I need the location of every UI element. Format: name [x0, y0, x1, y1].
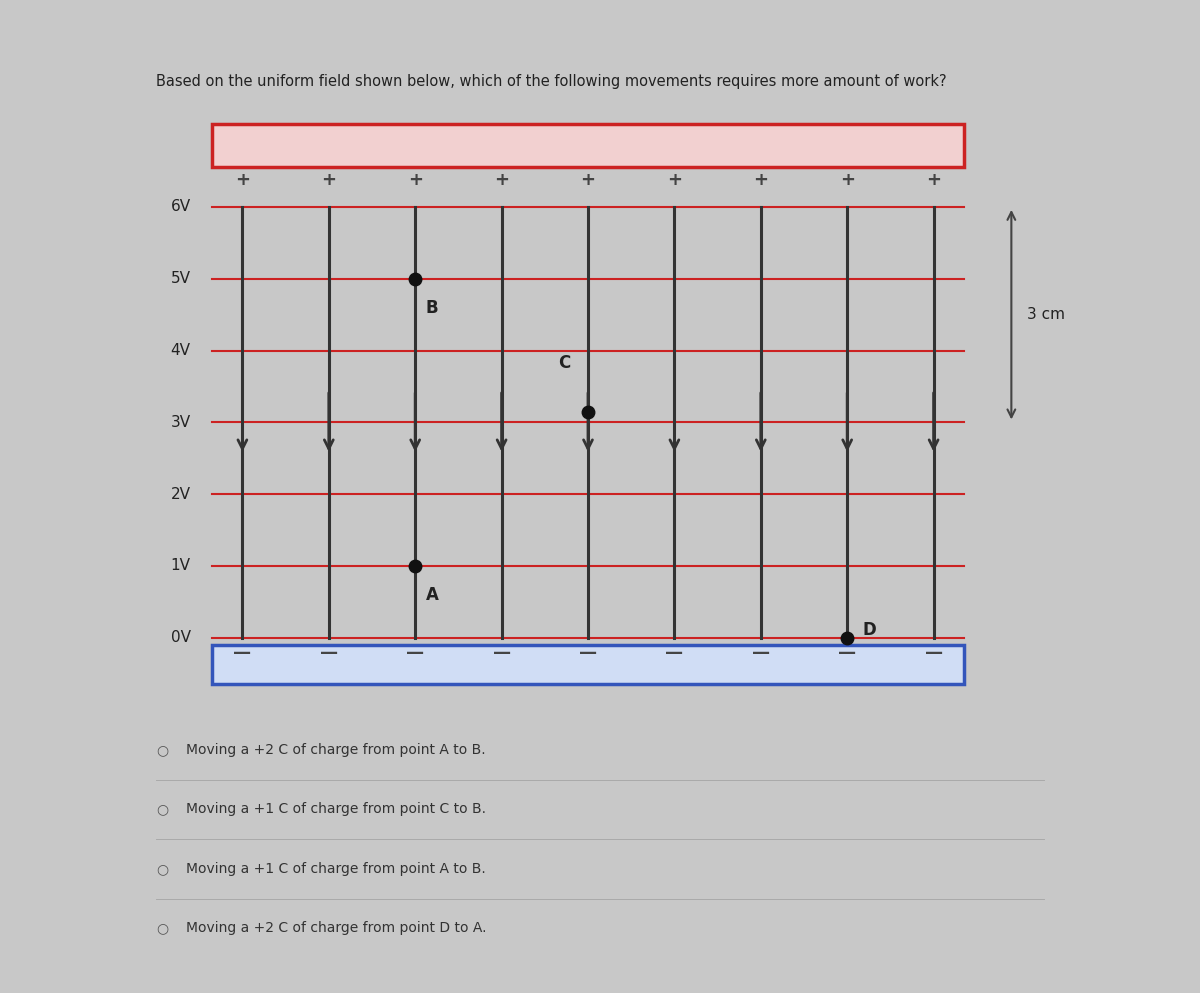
- Text: A: A: [426, 586, 438, 604]
- Text: ○: ○: [156, 922, 168, 935]
- Text: —: —: [838, 644, 857, 662]
- Text: —: —: [751, 644, 770, 662]
- Text: 3V: 3V: [170, 415, 191, 430]
- Text: —: —: [406, 644, 425, 662]
- Text: ○: ○: [156, 802, 168, 816]
- Text: —: —: [665, 644, 684, 662]
- Text: Moving a +2 C of charge from point D to A.: Moving a +2 C of charge from point D to …: [186, 922, 486, 935]
- Text: —: —: [924, 644, 943, 662]
- Text: Moving a +1 C of charge from point A to B.: Moving a +1 C of charge from point A to …: [186, 862, 486, 876]
- Text: Moving a +2 C of charge from point A to B.: Moving a +2 C of charge from point A to …: [186, 743, 486, 757]
- Text: Moving a +1 C of charge from point C to B.: Moving a +1 C of charge from point C to …: [186, 802, 486, 816]
- Text: 0V: 0V: [170, 631, 191, 645]
- Text: ○: ○: [156, 862, 168, 876]
- Text: +: +: [754, 171, 768, 189]
- Text: +: +: [235, 171, 250, 189]
- Text: —: —: [492, 644, 511, 662]
- Text: D: D: [863, 622, 876, 639]
- Text: +: +: [494, 171, 509, 189]
- Text: +: +: [581, 171, 595, 189]
- Text: 2V: 2V: [170, 487, 191, 501]
- Text: +: +: [322, 171, 336, 189]
- Text: +: +: [926, 171, 941, 189]
- Text: 6V: 6V: [170, 200, 191, 214]
- Text: 3 cm: 3 cm: [1027, 307, 1064, 322]
- Text: —: —: [319, 644, 338, 662]
- Text: 4V: 4V: [170, 343, 191, 358]
- Text: +: +: [840, 171, 854, 189]
- Bar: [212, 124, 964, 168]
- Text: C: C: [558, 355, 570, 372]
- Text: B: B: [426, 299, 438, 317]
- Text: +: +: [408, 171, 422, 189]
- Bar: [212, 644, 964, 684]
- Text: 5V: 5V: [170, 271, 191, 286]
- Text: Based on the uniform field shown below, which of the following movements require: Based on the uniform field shown below, …: [156, 74, 947, 89]
- Text: —: —: [233, 644, 252, 662]
- Text: —: —: [578, 644, 598, 662]
- Text: 1V: 1V: [170, 558, 191, 573]
- Text: ○: ○: [156, 743, 168, 757]
- Text: +: +: [667, 171, 682, 189]
